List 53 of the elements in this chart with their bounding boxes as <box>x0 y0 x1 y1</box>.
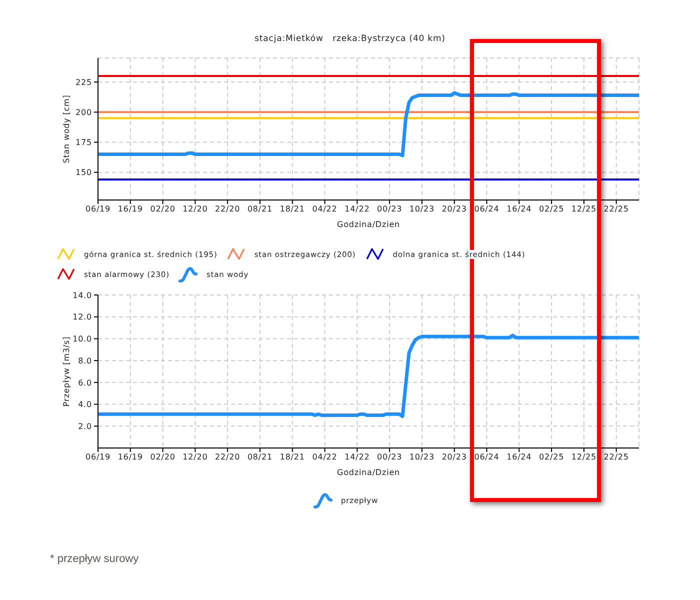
x-tick-label: 18/21 <box>280 204 305 214</box>
y-tick-label: 175 <box>76 138 92 148</box>
x-tick-label: 02/25 <box>539 204 564 214</box>
x-tick-label: 20/23 <box>442 452 467 462</box>
x-tick-label: 06/19 <box>85 204 111 214</box>
y-tick-label: 2.0 <box>78 422 92 431</box>
y-tick-label: 8.0 <box>78 356 92 366</box>
y-tick-label: 225 <box>76 78 92 87</box>
x-tick-label: 10/23 <box>409 452 434 462</box>
y-tick-label: 10.0 <box>72 334 92 344</box>
y-axis-title: Stan wody [cm] <box>62 94 72 164</box>
x-tick-label: 16/19 <box>118 204 143 214</box>
x-tick-label: 06/19 <box>85 452 111 462</box>
y-tick-label: 6.0 <box>78 378 92 388</box>
x-axis-title: Godzina/Dzien <box>336 468 400 477</box>
line-series <box>98 334 639 418</box>
x-tick-label: 10/23 <box>409 204 434 214</box>
y-tick-label: 12.0 <box>72 312 92 322</box>
x-tick-label: 04/22 <box>312 204 338 214</box>
x-tick-label: 00/23 <box>377 452 402 462</box>
y-tick-label: 150 <box>76 168 92 178</box>
x-tick-label: 16/24 <box>506 204 532 214</box>
x-tick-label: 00/23 <box>377 204 402 214</box>
y-axis-title: Przepływ [m3/s] <box>62 336 72 407</box>
x-tick-label: 22/25 <box>604 452 629 462</box>
x-tick-label: 06/24 <box>474 204 500 214</box>
x-tick-label: 22/20 <box>215 204 240 214</box>
x-tick-label: 16/24 <box>506 452 532 462</box>
x-tick-label: 02/25 <box>539 452 564 462</box>
text: * przepływ surowy <box>50 553 139 565</box>
x-tick-label: 06/24 <box>474 452 500 462</box>
y-tick-label: 4.0 <box>78 400 92 410</box>
x-tick-label: 22/25 <box>604 204 629 214</box>
y-tick-label: 14.0 <box>72 290 92 300</box>
x-tick-label: 12/25 <box>571 204 596 214</box>
x-tick-label: 14/22 <box>344 204 370 214</box>
x-tick-label: 14/22 <box>344 452 370 462</box>
x-tick-label: 22/20 <box>215 452 240 462</box>
x-tick-label: 08/21 <box>247 204 273 214</box>
x-tick-label: 02/20 <box>150 452 176 462</box>
y-tick-label: 200 <box>76 108 92 117</box>
x-tick-label: 12/25 <box>571 452 596 462</box>
x-tick-label: 02/20 <box>150 204 176 214</box>
x-tick-label: 18/21 <box>280 452 305 462</box>
x-axis-title: Godzina/Dzien <box>336 220 400 229</box>
line-series <box>98 91 639 158</box>
chart-title: stacja:Mietków rzeka:Bystrzyca (40 km) <box>254 34 446 44</box>
x-tick-label: 12/20 <box>182 452 208 462</box>
x-tick-label: 20/23 <box>442 204 467 214</box>
x-tick-label: 04/22 <box>312 452 338 462</box>
x-tick-label: 08/21 <box>247 452 273 462</box>
x-tick-label: 12/20 <box>182 204 208 214</box>
x-tick-label: 16/19 <box>118 452 143 462</box>
